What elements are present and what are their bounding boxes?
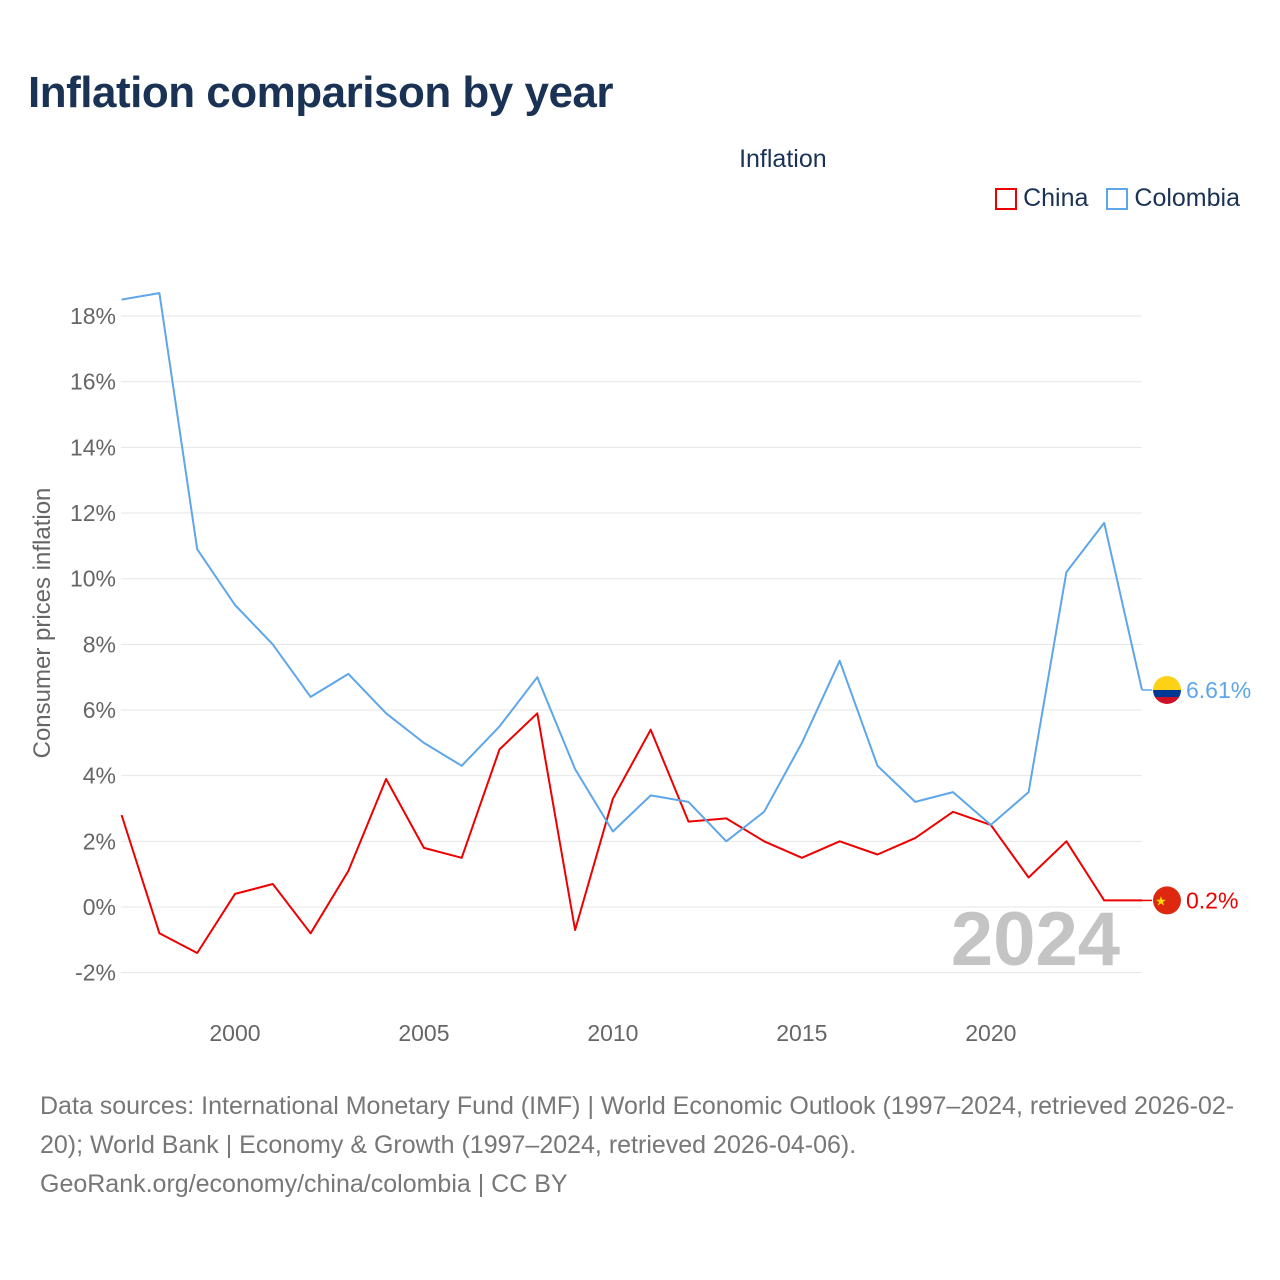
china-flag-icon: ★ xyxy=(1153,886,1181,915)
legend-label-colombia: Colombia xyxy=(1134,184,1240,212)
data-sources: Data sources: International Monetary Fun… xyxy=(40,1092,1235,1159)
legend-swatch-colombia xyxy=(1106,187,1129,210)
y-tick-label: 12% xyxy=(70,500,116,526)
y-tick-label: 18% xyxy=(70,303,116,329)
y-tick-label: 16% xyxy=(70,369,116,395)
legend-item-china[interactable]: China xyxy=(995,184,1088,213)
flag-star: ★ xyxy=(1155,893,1167,908)
x-tick-label: 2005 xyxy=(398,1020,449,1046)
legend-title: Inflation xyxy=(739,145,827,173)
flag-red xyxy=(1153,696,1181,704)
series-line-china xyxy=(120,712,1142,954)
y-tick-label: 8% xyxy=(83,631,116,657)
legend-swatch-china xyxy=(995,187,1018,210)
y-tick-label: 14% xyxy=(70,434,116,460)
flag-yellow xyxy=(1153,675,1181,690)
legend-label-china: China xyxy=(1023,184,1089,212)
series-line-colombia xyxy=(121,292,1143,843)
y-tick-label: 0% xyxy=(83,894,116,920)
year-watermark: 2024 xyxy=(951,897,1120,982)
y-tick-label: 10% xyxy=(70,566,116,592)
end-value-label: 0.2% xyxy=(1186,887,1238,913)
x-tick-label: 2000 xyxy=(209,1020,260,1046)
flag-blue xyxy=(1153,689,1181,697)
y-tick-label: 4% xyxy=(83,763,116,789)
attribution-link[interactable]: GeoRank.org/economy/china/colombia | CC … xyxy=(40,1170,568,1198)
legend: Inflation China Colombia xyxy=(739,145,1240,213)
flag-bg xyxy=(1153,886,1181,915)
colombia-flag-icon xyxy=(1153,675,1181,704)
y-axis-label: Consumer prices inflation xyxy=(29,488,56,759)
x-tick-label: 2010 xyxy=(587,1020,638,1046)
x-tick-label: 2020 xyxy=(965,1020,1016,1046)
footer: Data sources: International Monetary Fun… xyxy=(40,1087,1250,1204)
legend-item-colombia[interactable]: Colombia xyxy=(1106,184,1240,213)
y-tick-label: 6% xyxy=(83,697,116,723)
chart-title: Inflation comparison by year xyxy=(28,68,614,117)
x-tick-label: 2015 xyxy=(776,1020,827,1046)
y-tick-label: 2% xyxy=(83,828,116,854)
y-tick-label: -2% xyxy=(75,960,116,986)
end-value-label: 6.61% xyxy=(1186,677,1251,703)
line-chart: -2% 0% 2% 4% 6% 8% 10% 12% 14% 16% 18% 2000 2005 201… xyxy=(29,292,1251,1046)
